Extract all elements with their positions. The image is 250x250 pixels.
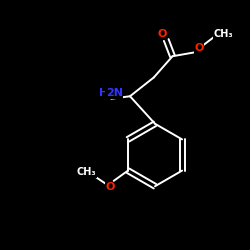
Text: H: H [99,88,108,98]
Text: O: O [157,29,166,39]
Text: O: O [106,182,115,192]
Text: O: O [194,43,204,53]
Text: CH₃: CH₃ [214,29,234,39]
Text: 2N: 2N [106,88,123,98]
Text: CH₃: CH₃ [77,168,96,177]
